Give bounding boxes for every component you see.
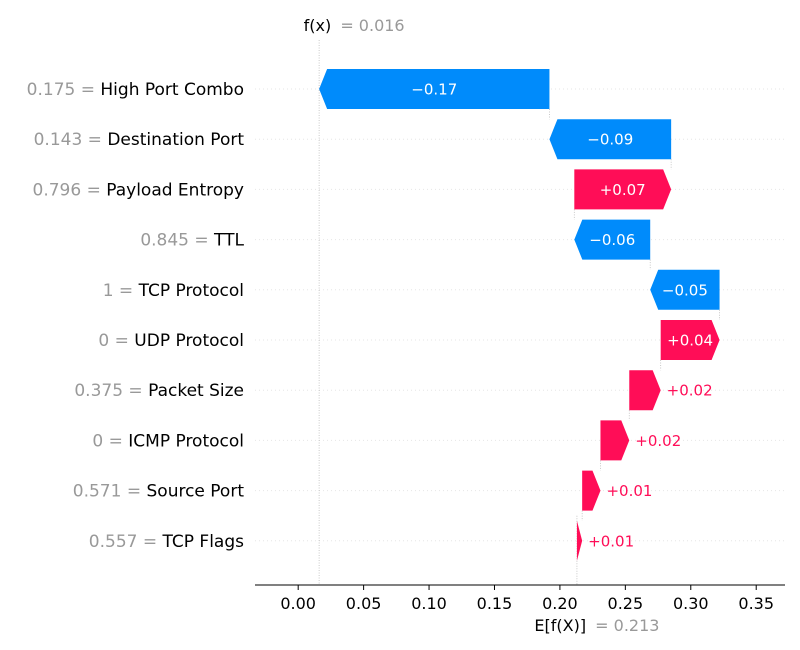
bar-value-label: +0.04 (667, 332, 713, 350)
waterfall-bar (319, 69, 550, 109)
bar-value-label: +0.01 (588, 532, 634, 550)
fx-label: f(x) = 0.016 (304, 16, 405, 35)
feature-name: Source Port (147, 482, 245, 502)
waterfall-bar (576, 520, 583, 561)
feature-label: 1 = TCP Protocol (103, 281, 244, 301)
x-tick-label: 0.15 (477, 594, 513, 613)
x-tick-label: 0.00 (280, 594, 316, 613)
fx-header: f(x) = 0.016 E[f(X)] = 0.213 (304, 16, 660, 635)
bar-value-label: +0.02 (667, 382, 713, 400)
feature-value: 1 = (103, 281, 139, 301)
bar-value-label: −0.06 (589, 231, 635, 249)
waterfall-bar (629, 370, 661, 411)
bars: −0.17 −0.09 +0.07 −0.06 −0.05 +0.04 +0.02 +0.02… (319, 69, 720, 561)
waterfall-bar (600, 420, 630, 461)
x-tick-label: 0.10 (411, 594, 447, 613)
fx-label-value: = 0.016 (340, 16, 404, 35)
x-tick-label: 0.35 (738, 594, 774, 613)
waterfall-bar (549, 119, 672, 160)
feature-value: 0.175 = (27, 80, 101, 100)
feature-labels: 0.175 = High Port Combo 0.143 = Destinati… (27, 80, 245, 552)
feature-name: TTL (213, 231, 244, 251)
row-gridlines (255, 88, 785, 542)
feature-value: 0 = (92, 431, 128, 451)
x-axis: 0.00 0.05 0.10 0.15 0.20 0.25 0.30 0.35 (255, 584, 785, 613)
feature-name: Destination Port (107, 130, 244, 150)
reference-lines (318, 40, 578, 585)
efx-label-value: = 0.213 (595, 616, 659, 635)
feature-label: 0 = ICMP Protocol (92, 431, 244, 451)
waterfall-bar (650, 269, 720, 310)
waterfall-bar (660, 320, 720, 360)
bar-value-label: +0.02 (635, 432, 681, 450)
waterfall-bar (582, 470, 601, 511)
feature-value: 0.375 = (74, 381, 148, 401)
feature-value: 0.143 = (34, 130, 108, 150)
feature-label: 0.845 = TTL (140, 231, 244, 251)
feature-name: TCP Flags (162, 532, 245, 552)
efx-label: E[f(X)] = 0.213 (534, 616, 659, 635)
feature-value: 0.571 = (73, 482, 147, 502)
feature-label: 0.796 = Payload Entropy (33, 180, 245, 200)
feature-label: 0.143 = Destination Port (34, 130, 245, 150)
bar-value-label: −0.17 (411, 81, 457, 99)
feature-name: TCP Protocol (138, 281, 244, 301)
x-tick-label: 0.25 (608, 594, 644, 613)
bar-value-label: +0.01 (606, 482, 652, 500)
feature-label: 0.375 = Packet Size (74, 381, 244, 401)
feature-label: 0.571 = Source Port (73, 482, 245, 502)
bar-value-label: +0.07 (600, 181, 646, 199)
feature-label: 0 = UDP Protocol (98, 331, 244, 351)
feature-name: UDP Protocol (134, 331, 244, 351)
feature-value: 0.796 = (33, 180, 107, 200)
feature-name: Payload Entropy (106, 180, 244, 200)
x-tick-label: 0.30 (673, 594, 709, 613)
feature-name: High Port Combo (100, 80, 244, 100)
feature-label: 0.557 = TCP Flags (89, 532, 244, 552)
feature-name: Packet Size (148, 381, 244, 401)
efx-label-name: E[f(X)] (534, 616, 586, 635)
feature-value: 0 = (98, 331, 134, 351)
x-tick-label: 0.20 (542, 594, 578, 613)
waterfall-bar (574, 169, 672, 210)
feature-name: ICMP Protocol (128, 431, 244, 451)
bar-value-label: −0.09 (587, 131, 633, 149)
bar-value-label: −0.05 (662, 281, 708, 299)
feature-label: 0.175 = High Port Combo (27, 80, 244, 100)
fx-label-name: f(x) (304, 16, 332, 35)
x-tick-label: 0.05 (346, 594, 382, 613)
waterfall-bar (574, 219, 651, 260)
feature-value: 0.557 = (89, 532, 163, 552)
feature-value: 0.845 = (140, 231, 214, 251)
